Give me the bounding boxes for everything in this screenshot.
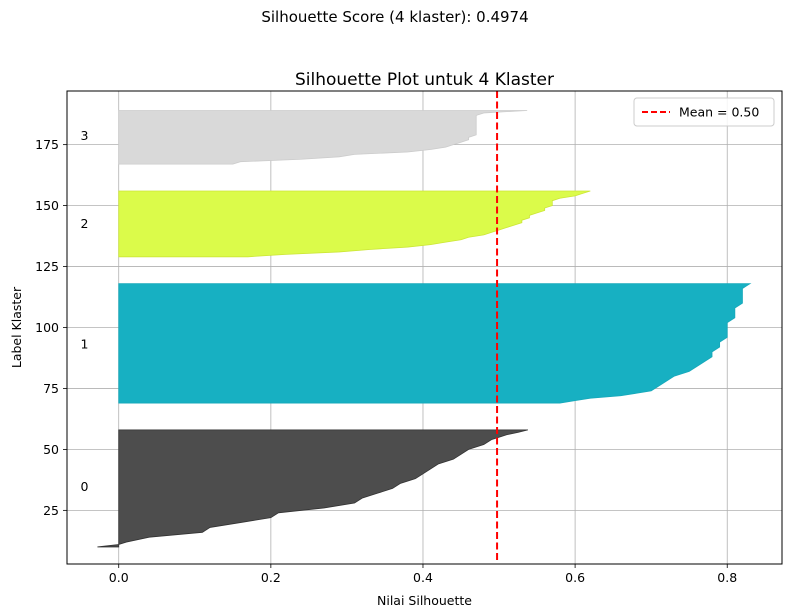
y-axis-ticks: 25 50 75 100 125 150 175	[35, 137, 67, 518]
y-tick-label-4: 125	[35, 259, 59, 274]
legend-label-mean: Mean = 0.50	[679, 105, 759, 120]
x-tick-label-4: 0.8	[717, 570, 737, 585]
y-tick-label-6: 175	[35, 137, 59, 152]
y-tick-label-1: 50	[43, 442, 59, 457]
cluster-label-1: 1	[81, 337, 89, 352]
x-tick-label-1: 0.2	[261, 570, 281, 585]
y-axis-label: Label Klaster	[9, 286, 24, 368]
legend: Mean = 0.50	[633, 97, 775, 127]
figure-suptitle: Silhouette Score (4 klaster): 0.4974	[261, 8, 529, 26]
cluster-labels: 0 1 2 3	[81, 128, 89, 494]
legend-box	[633, 97, 775, 127]
x-tick-label-2: 0.4	[413, 570, 433, 585]
x-tick-label-3: 0.6	[565, 570, 585, 585]
cluster-label-3: 3	[81, 128, 89, 143]
y-tick-label-3: 100	[35, 320, 59, 335]
y-tick-label-2: 75	[43, 381, 59, 396]
x-axis-label: Nilai Silhouette	[377, 593, 472, 608]
y-tick-label-5: 150	[35, 198, 59, 213]
cluster-label-2: 2	[81, 216, 89, 231]
x-axis-ticks: 0.0 0.2 0.4 0.6 0.8	[109, 564, 737, 585]
cluster-areas	[97, 110, 752, 548]
cluster-area-0	[97, 429, 529, 548]
y-tick-label-0: 25	[43, 503, 59, 518]
cluster-area-3	[118, 110, 528, 165]
x-tick-label-0: 0.0	[109, 570, 129, 585]
cluster-label-0: 0	[81, 479, 89, 494]
cluster-area-1	[118, 283, 752, 404]
chart-title: Silhouette Plot untuk 4 Klaster	[295, 70, 554, 90]
cluster-area-2	[118, 190, 591, 258]
